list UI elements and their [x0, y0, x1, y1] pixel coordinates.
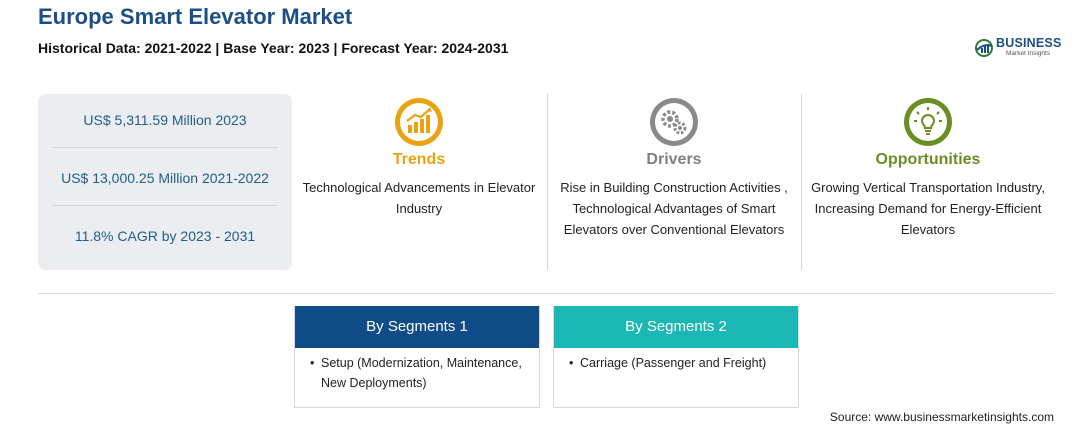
stat-cagr: 11.8% CAGR by 2023 - 2031 — [74, 228, 256, 244]
drivers-text: Rise in Building Construction Activities… — [560, 180, 788, 237]
page-subtitle: Historical Data: 2021-2022 | Base Year: … — [38, 40, 509, 56]
section-divider — [38, 293, 1054, 294]
stats-panel: US$ 5,311.59 Million 2023 US$ 13,000.25 … — [38, 94, 292, 270]
column-divider — [547, 94, 548, 270]
gears-icon — [650, 98, 698, 146]
segment-1-title: By Segments 1 — [295, 306, 539, 348]
growth-chart-icon — [395, 98, 443, 146]
trends-heading: Trends — [392, 151, 446, 168]
column-divider — [801, 94, 802, 270]
logo-tagline: Market Insights — [1006, 50, 1051, 57]
list-item: Carriage (Passenger and Freight) — [568, 353, 790, 373]
segment-2-title: By Segments 2 — [554, 306, 798, 348]
segment-card-2: By Segments 2 Carriage (Passenger and Fr… — [553, 306, 799, 408]
stats-divider — [52, 147, 278, 148]
stats-divider — [52, 205, 278, 206]
list-item: Setup (Modernization, Maintenance, New D… — [309, 353, 531, 393]
trends-column: Trends Technological Advancements in Ele… — [294, 96, 544, 219]
logo-name: BUSINESS — [996, 36, 1062, 50]
brand-logo: BUSINESS Market Insights — [974, 36, 1064, 60]
drivers-column: Drivers Rise in Building Construction Ac… — [549, 96, 799, 240]
globe-logo-icon — [975, 39, 993, 57]
lightbulb-icon — [904, 98, 952, 146]
trends-text: Technological Advancements in Elevator I… — [302, 180, 536, 216]
stat-market-value-historical: US$ 13,000.25 Million 2021-2022 — [61, 170, 269, 186]
opportunities-text: Growing Vertical Transportation Industry… — [811, 180, 1045, 237]
stat-market-value-2023: US$ 5,311.59 Million 2023 — [83, 112, 247, 128]
opportunities-column: Opportunities Growing Vertical Transport… — [803, 96, 1053, 240]
source-credit: Source: www.businessmarketinsights.com — [829, 410, 1054, 424]
segment-2-list: Carriage (Passenger and Freight) — [554, 348, 798, 373]
page-title: Europe Smart Elevator Market — [38, 4, 353, 29]
opportunities-heading: Opportunities — [875, 151, 981, 168]
segment-card-1: By Segments 1 Setup (Modernization, Main… — [294, 306, 540, 408]
segment-1-list: Setup (Modernization, Maintenance, New D… — [295, 348, 539, 393]
drivers-heading: Drivers — [646, 151, 702, 168]
